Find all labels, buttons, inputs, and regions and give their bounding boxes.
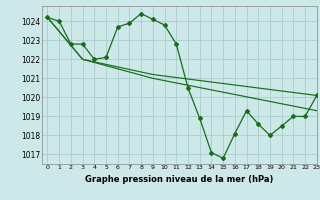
- X-axis label: Graphe pression niveau de la mer (hPa): Graphe pression niveau de la mer (hPa): [85, 175, 273, 184]
